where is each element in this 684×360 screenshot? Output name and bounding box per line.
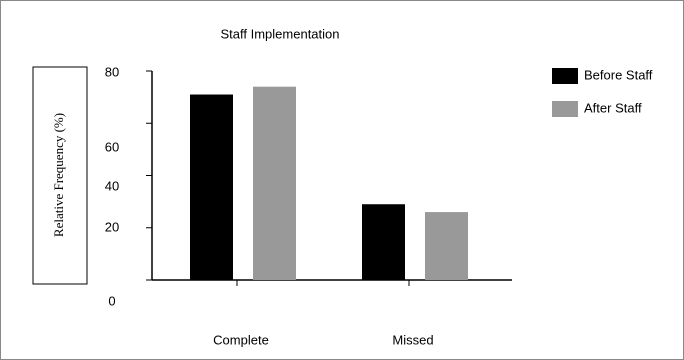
y-tick-label: 20 xyxy=(105,219,119,234)
chart-title: Staff Implementation xyxy=(221,26,340,41)
bar xyxy=(253,86,296,280)
y-tick-label: 0 xyxy=(108,293,115,308)
x-tick-label: Complete xyxy=(213,332,269,347)
ylabel-box xyxy=(32,66,88,285)
y-tick-label: 40 xyxy=(105,178,119,193)
legend-swatch xyxy=(552,101,578,117)
x-tick-label: Missed xyxy=(392,332,433,347)
bar xyxy=(362,204,405,280)
bar xyxy=(190,94,233,280)
y-tick-label: 80 xyxy=(105,64,119,79)
y-tick-label: 60 xyxy=(105,139,119,154)
y-axis-label: Relative Frequency (%) xyxy=(51,113,66,237)
legend-label: Before Staff xyxy=(584,67,653,82)
legend-label: After Staff xyxy=(584,100,642,115)
bar xyxy=(425,212,468,280)
legend-swatch xyxy=(552,68,578,84)
